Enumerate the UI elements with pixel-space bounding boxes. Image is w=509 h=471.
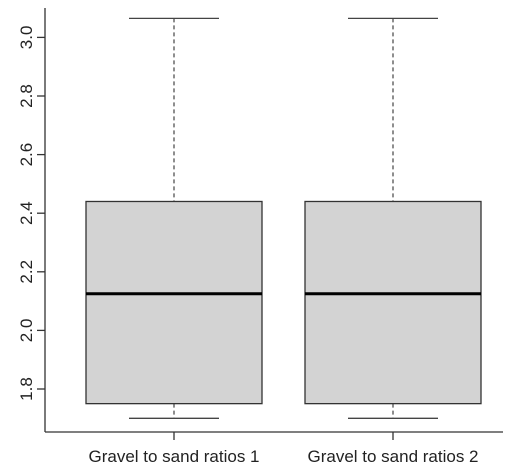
y-tick-label: 2.6 [17, 143, 36, 167]
box-1 [85, 17, 263, 419]
boxes-group [85, 17, 482, 419]
x-axis: Gravel to sand ratios 1 Gravel to sand ra… [45, 431, 503, 466]
y-tick-label: 3.0 [17, 26, 36, 50]
iqr-box [85, 200, 263, 405]
y-tick-label: 2.8 [17, 84, 36, 108]
y-tick-label: 2.0 [17, 319, 36, 343]
x-category-label: Gravel to sand ratios 2 [307, 447, 478, 466]
y-axis: 1.8 2.0 2.2 2.4 2.6 2.8 3.0 [17, 8, 46, 432]
iqr-box [304, 200, 482, 405]
y-tick-label: 2.4 [17, 201, 36, 225]
y-tick-label: 1.8 [17, 377, 36, 401]
x-category-label: Gravel to sand ratios 1 [88, 447, 259, 466]
box-2 [304, 17, 482, 419]
y-tick-label: 2.2 [17, 260, 36, 284]
